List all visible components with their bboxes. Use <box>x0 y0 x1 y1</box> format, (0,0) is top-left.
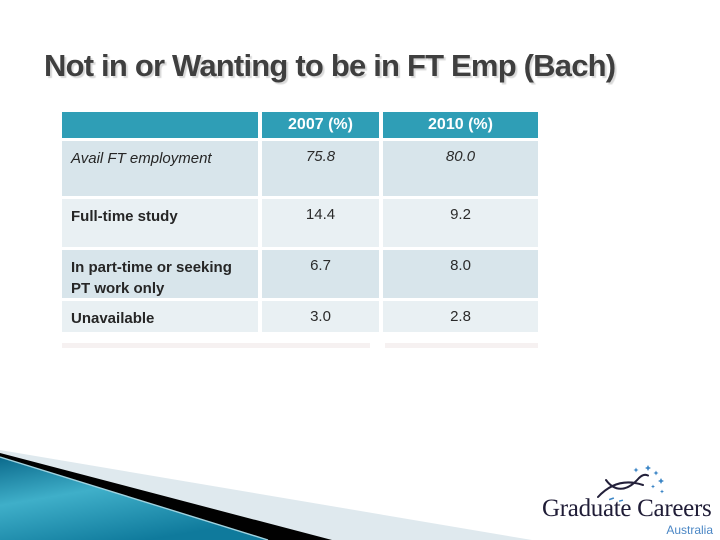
table-row-label-full-time-study: Full-time study <box>62 199 258 247</box>
gca-swoosh-icon <box>597 465 664 502</box>
table-row-label-unavailable: Unavailable <box>62 301 258 332</box>
table-row-label-avail-ft-employment: Avail FT employment <box>62 141 258 196</box>
slide-title: Not in or Wanting to be in FT Emp (Bach) <box>44 48 616 83</box>
swoosh-pale-wedge <box>0 450 532 540</box>
logo-region-text: Australia <box>666 523 713 537</box>
swoosh-teal-wedge <box>0 457 268 540</box>
table-cell-avail-2007: 75.8 <box>262 141 379 196</box>
table-cell-avail-2010: 80.0 <box>383 141 538 196</box>
table-shadow-band-left <box>62 343 370 348</box>
swoosh-black-wedge <box>0 453 332 540</box>
table-shadow-band-right <box>385 343 538 348</box>
data-table: 2007 (%) 2010 (%) Avail FT employment 75… <box>62 112 538 332</box>
logo-brand-text: Graduate Careers <box>542 495 712 522</box>
table-cell-study-2007: 14.4 <box>262 199 379 247</box>
table-header-2010: 2010 (%) <box>383 112 538 138</box>
table-row-label-part-time-or-seeking: In part-time or seeking PT work only <box>62 250 258 298</box>
southern-cross-stars-icon <box>608 465 664 502</box>
table-cell-study-2010: 9.2 <box>383 199 538 247</box>
swoosh-highlight-line <box>0 456 269 540</box>
table-header-2007: 2007 (%) <box>262 112 379 138</box>
table-cell-unavail-2007: 3.0 <box>262 301 379 332</box>
table-header-empty <box>62 112 258 138</box>
table-cell-pt-2010: 8.0 <box>383 250 538 298</box>
gca-logo: Graduate Careers Australia <box>540 464 716 538</box>
table-cell-pt-2007: 6.7 <box>262 250 379 298</box>
table-cell-unavail-2010: 2.8 <box>383 301 538 332</box>
